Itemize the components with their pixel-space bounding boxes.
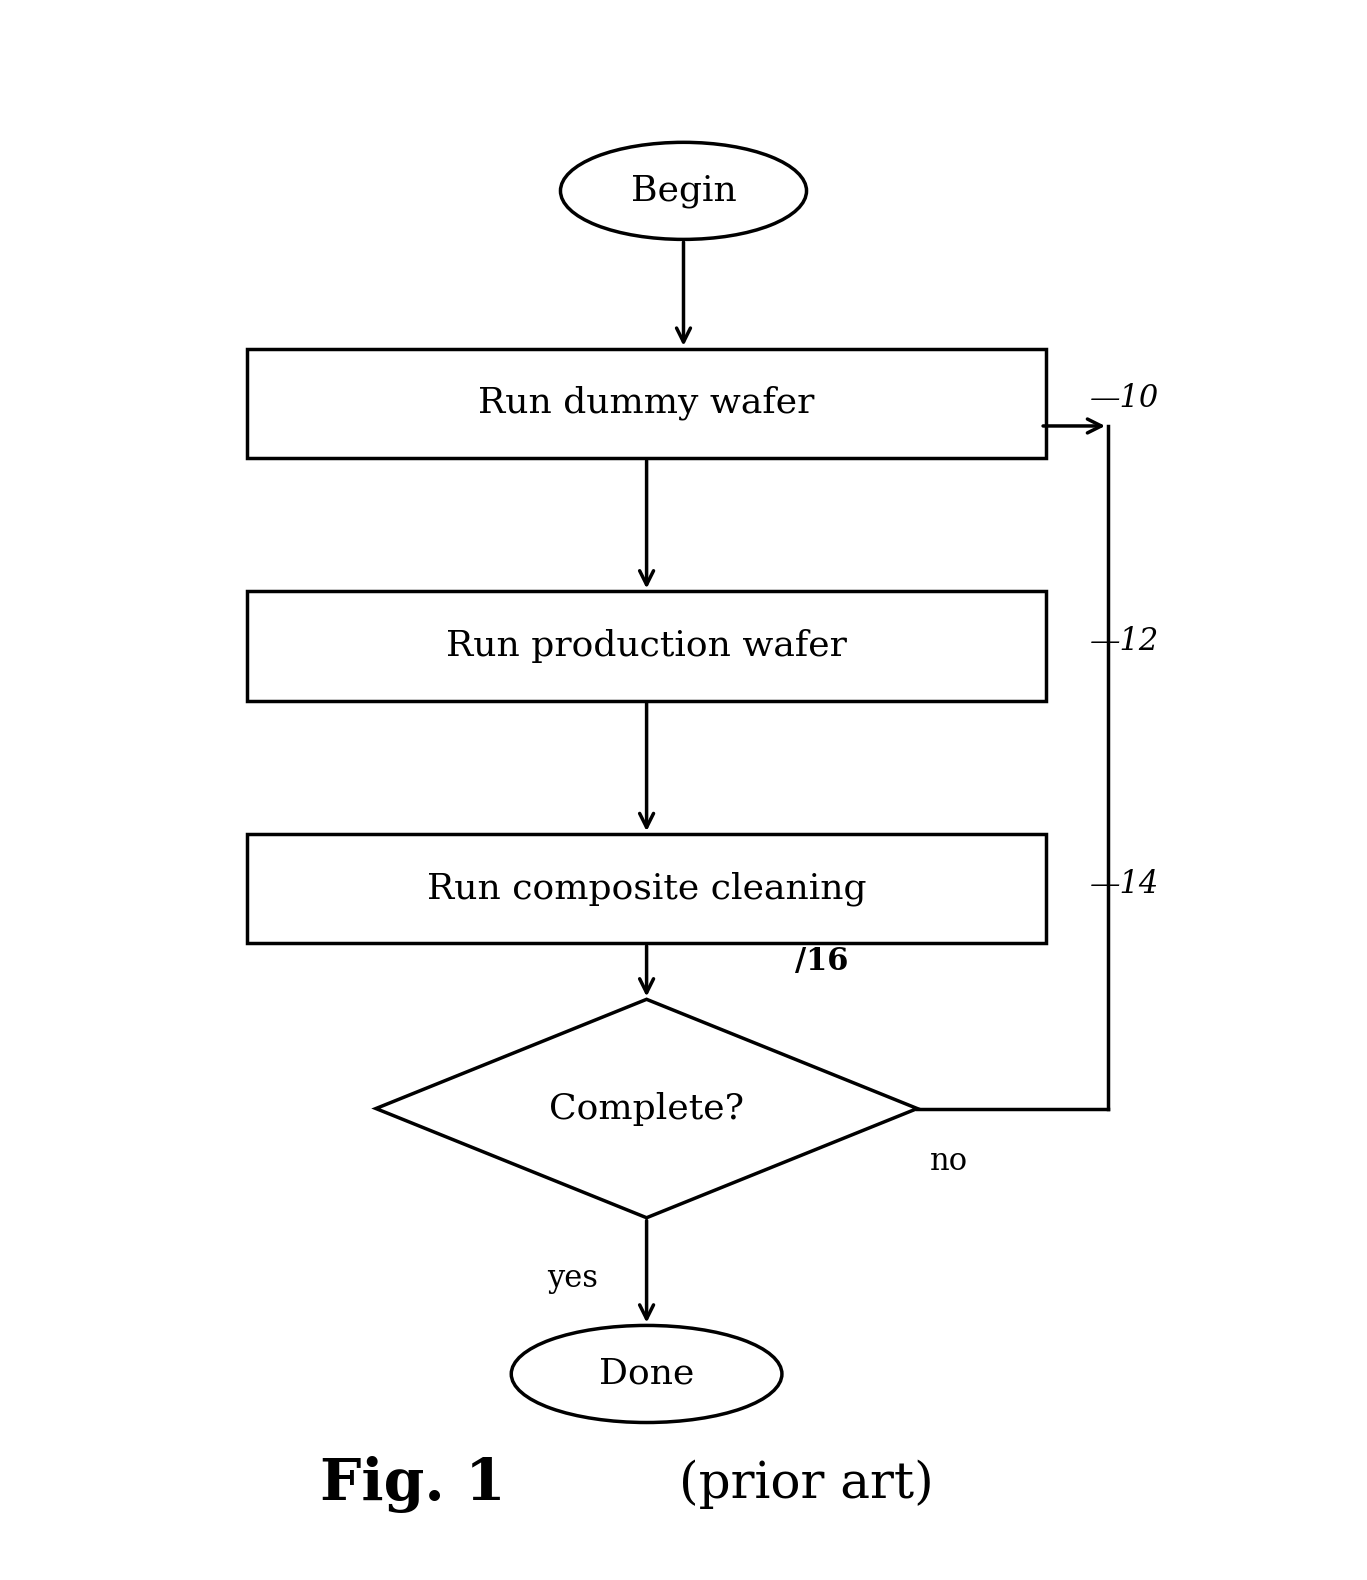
- Text: /16: /16: [796, 945, 849, 976]
- Bar: [246, 591, 1046, 700]
- Text: —10: —10: [1089, 384, 1159, 414]
- Text: Run dummy wafer: Run dummy wafer: [478, 386, 815, 420]
- Text: (prior art): (prior art): [679, 1460, 934, 1509]
- Bar: [246, 834, 1046, 943]
- Text: no: no: [930, 1147, 968, 1177]
- Text: Complete?: Complete?: [550, 1092, 744, 1125]
- Text: Run composite cleaning: Run composite cleaning: [427, 871, 867, 905]
- Text: —12: —12: [1089, 626, 1159, 657]
- Bar: [246, 349, 1046, 458]
- Text: Run production wafer: Run production wafer: [446, 629, 848, 664]
- Text: Done: Done: [599, 1357, 694, 1390]
- Text: —14: —14: [1089, 869, 1159, 899]
- Text: Fig. 1: Fig. 1: [320, 1457, 506, 1514]
- Text: yes: yes: [547, 1264, 599, 1294]
- Text: Begin: Begin: [630, 174, 737, 209]
